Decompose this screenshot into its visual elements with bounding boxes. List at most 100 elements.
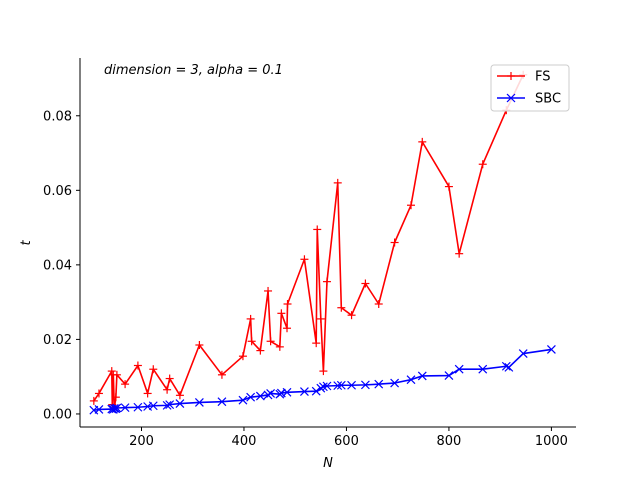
data-point-fs	[121, 380, 130, 389]
data-point-sbc	[478, 364, 488, 374]
data-point-sbc	[148, 401, 158, 411]
data-point-sbc	[255, 391, 265, 401]
data-point-fs	[143, 389, 152, 398]
data-point-fs	[275, 342, 284, 351]
data-point-fs	[149, 365, 158, 374]
data-point-fs	[175, 391, 184, 400]
series-line-fs	[93, 74, 524, 410]
y-axis-label: t	[19, 240, 34, 246]
data-point-sbc	[406, 375, 416, 385]
data-point-sbc	[336, 380, 346, 390]
data-point-fs	[264, 286, 273, 295]
data-point-sbc	[347, 380, 356, 390]
data-point-sbc	[390, 378, 400, 388]
data-point-fs	[111, 393, 120, 402]
data-point-fs	[283, 324, 292, 333]
legend: FS SBC	[490, 64, 570, 112]
y-tick-label: 0.08	[43, 109, 72, 124]
x-tick-label: 200	[129, 434, 154, 449]
data-point-fs	[163, 385, 172, 394]
data-point-fs	[407, 201, 416, 210]
data-point-sbc	[246, 392, 256, 402]
data-point-sbc	[263, 390, 273, 400]
x-tick-label: 400	[232, 434, 257, 449]
data-point-sbc	[546, 345, 556, 354]
data-point-fs	[277, 309, 286, 318]
data-point-sbc	[112, 403, 122, 413]
y-tick-label: 0.02	[43, 333, 72, 348]
legend-label-fs: FS	[535, 70, 551, 85]
data-point-fs	[312, 339, 321, 348]
data-point-sbc	[94, 405, 104, 414]
x-tick-label: 1000	[535, 434, 568, 449]
data-point-sbc	[417, 371, 427, 381]
data-point-sbc	[322, 381, 332, 391]
data-point-fs	[390, 238, 399, 247]
data-point-fs	[256, 346, 265, 355]
data-point-sbc	[333, 381, 343, 391]
data-point-fs	[337, 303, 346, 312]
data-point-fs	[133, 361, 142, 370]
data-point-fs	[361, 279, 370, 288]
data-point-fs	[94, 389, 103, 398]
data-point-sbc	[374, 379, 384, 389]
data-point-fs	[238, 352, 247, 361]
data-point-fs	[89, 396, 98, 405]
data-point-sbc	[444, 371, 454, 380]
data-point-fs	[333, 178, 342, 187]
data-point-sbc	[120, 403, 130, 413]
data-point-fs	[195, 341, 204, 349]
chart-annotation: dimension = 3, alpha = 0.1	[104, 63, 283, 78]
data-point-sbc	[194, 397, 204, 407]
legend-label-sbc: SBC	[535, 92, 561, 107]
data-point-sbc	[300, 387, 309, 397]
data-point-sbc	[454, 364, 464, 374]
legend-marker-sbc	[506, 93, 516, 103]
data-point-sbc	[107, 404, 117, 414]
data-point-sbc	[282, 387, 292, 397]
data-point-fs	[300, 255, 309, 264]
data-point-sbc	[318, 382, 328, 392]
data-point-sbc	[360, 380, 370, 390]
data-point-sbc	[266, 389, 276, 398]
data-point-fs	[247, 337, 256, 346]
data-point-fs	[266, 337, 275, 346]
data-point-fs	[455, 249, 464, 258]
data-point-fs	[246, 314, 255, 323]
data-point-sbc	[109, 403, 119, 413]
y-tick-label: 0.06	[43, 184, 72, 199]
data-point-sbc	[217, 397, 227, 407]
data-point-fs	[112, 370, 121, 379]
data-point-sbc	[238, 395, 248, 405]
data-point-fs	[316, 314, 325, 323]
y-tick-label: 0.00	[43, 407, 72, 422]
data-point-sbc	[133, 402, 143, 412]
data-point-fs	[418, 137, 427, 146]
x-axis-label: N	[323, 456, 333, 471]
data-point-fs	[107, 367, 116, 376]
data-point-fs	[444, 182, 453, 191]
x-tick-label: 800	[437, 434, 462, 449]
data-point-sbc	[162, 400, 172, 410]
data-point-fs	[322, 277, 331, 286]
data-point-fs	[478, 160, 487, 169]
data-point-sbc	[316, 383, 326, 393]
x-tick-label: 600	[334, 434, 359, 449]
data-point-fs	[374, 300, 383, 308]
data-point-sbc	[165, 400, 175, 410]
data-point-fs	[283, 300, 292, 308]
data-point-fs	[165, 374, 174, 383]
data-point-fs	[313, 225, 322, 234]
data-point-sbc	[501, 361, 511, 371]
legend-marker-fs	[507, 72, 515, 80]
data-point-fs	[319, 367, 328, 376]
data-point-sbc	[175, 399, 185, 408]
data-point-sbc	[311, 386, 321, 396]
data-point-sbc	[504, 362, 514, 372]
data-point-fs	[217, 370, 226, 379]
y-tick-label: 0.04	[43, 258, 72, 273]
data-point-fs	[347, 311, 356, 320]
data-point-sbc	[518, 349, 528, 358]
